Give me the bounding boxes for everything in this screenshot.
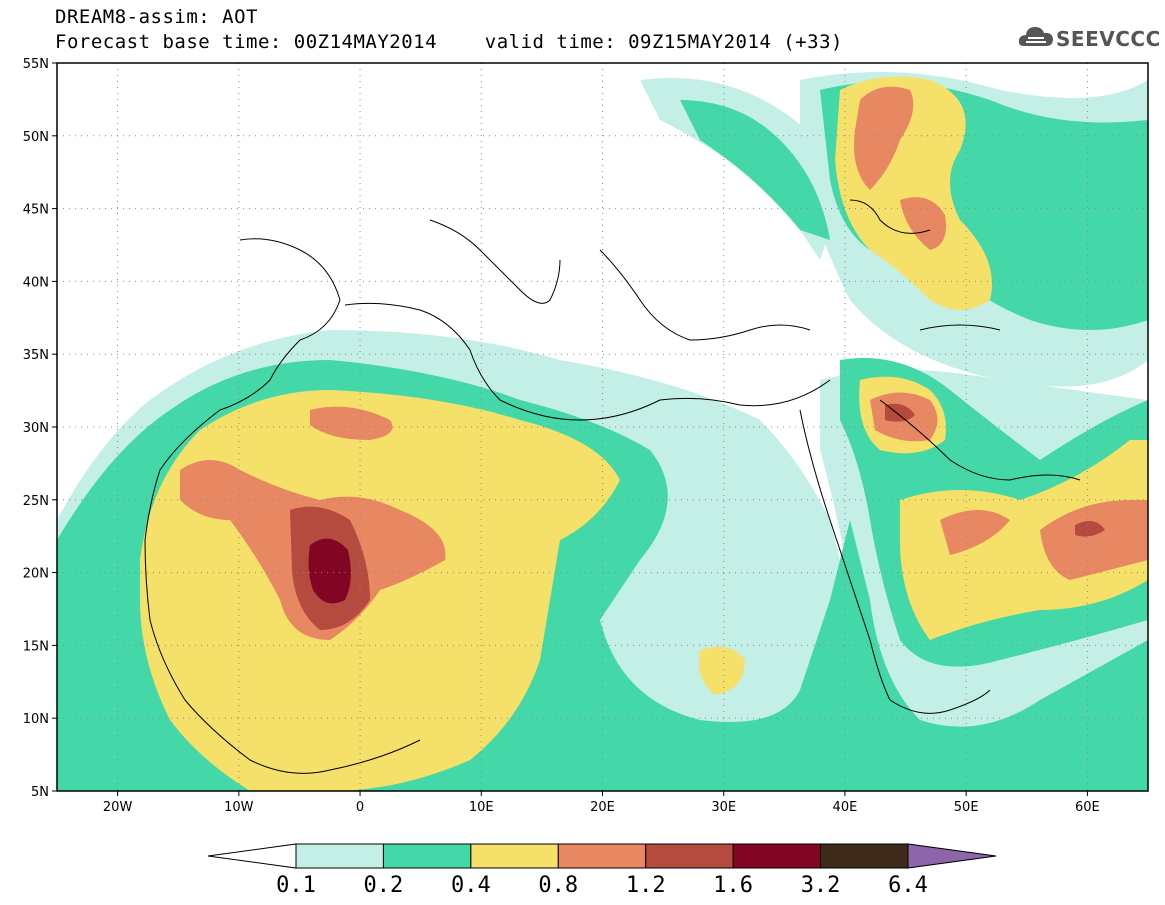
- colorbar-label: 6.4: [888, 873, 928, 898]
- colorbar-label: 0.1: [276, 873, 316, 898]
- colorbar-box: [645, 843, 734, 869]
- colorbar-box: [382, 843, 472, 869]
- colorbar-box: [732, 843, 822, 869]
- longitude-labels: 20W 10W 0 10E 20E 30E 40E 50E 60E: [103, 791, 1100, 815]
- lat-tick-label: 55N: [23, 57, 49, 72]
- colorbar-label: 1.2: [626, 873, 666, 898]
- lat-tick-label: 50N: [23, 130, 49, 145]
- lon-tick-label: 30E: [711, 800, 736, 815]
- lat-tick-label: 15N: [23, 639, 49, 654]
- colorbar-label: 0.8: [538, 873, 578, 898]
- colorbar-label: 3.2: [801, 873, 841, 898]
- colorbar-box: [295, 843, 384, 869]
- colorbar-label: 0.4: [451, 873, 491, 898]
- lon-tick-label: 60E: [1075, 800, 1100, 815]
- colorbar: [207, 843, 997, 869]
- aot-field: [57, 72, 1148, 791]
- lon-tick-label: 10E: [469, 800, 494, 815]
- coastlines: [144, 199, 1081, 774]
- colorbar-label: 1.6: [713, 873, 753, 898]
- lat-tick-label: 35N: [23, 348, 49, 363]
- lat-tick-label: 10N: [23, 712, 49, 727]
- lon-tick-label: 40E: [833, 800, 858, 815]
- lat-tick-label: 20N: [23, 567, 49, 582]
- lat-tick-label: 5N: [31, 785, 49, 800]
- map-title: DREAM8-assim: AOT: [55, 6, 258, 28]
- colorbar-box: [557, 843, 647, 869]
- lon-tick-label: 0: [356, 800, 364, 815]
- cloud-icon: [1018, 27, 1053, 46]
- map-grid: [57, 63, 1148, 791]
- colorbar-box: [820, 843, 909, 869]
- lon-tick-label: 50E: [954, 800, 979, 815]
- colorbar-label: 0.2: [364, 873, 404, 898]
- colorbar-arrow-high: [907, 843, 997, 869]
- colorbar-arrow-low: [207, 843, 297, 869]
- forecast-times: Forecast base time: 00Z14MAY2014 valid t…: [55, 31, 843, 53]
- lon-tick-label: 20E: [590, 800, 615, 815]
- lat-tick-label: 45N: [23, 203, 49, 218]
- colorbar-labels: 0.1 0.2 0.4 0.8 1.2 1.6 3.2 6.4: [276, 873, 928, 898]
- lat-tick-label: 30N: [23, 421, 49, 436]
- latitude-labels: 55N 50N 45N 40N 35N 30N 25N 20N 15N 10N 5N: [23, 57, 57, 800]
- logo-text: SEEVCCC: [1056, 27, 1161, 51]
- seevccc-logo: SEEVCCC: [1018, 22, 1161, 58]
- lon-tick-label: 20W: [103, 800, 133, 815]
- colorbar-box: [470, 843, 559, 869]
- lat-tick-label: 25N: [23, 494, 49, 509]
- lat-tick-label: 40N: [23, 275, 49, 290]
- lon-tick-label: 10W: [224, 800, 254, 815]
